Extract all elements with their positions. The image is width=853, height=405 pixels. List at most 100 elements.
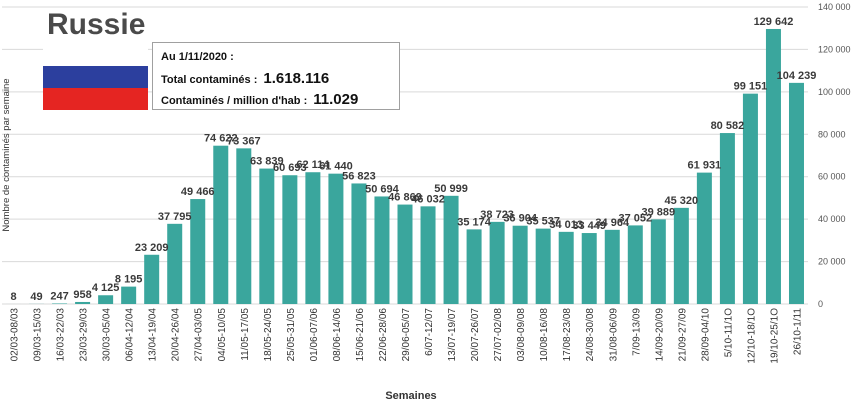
- info-date: Au 1/11/2020 :: [161, 49, 399, 70]
- x-tick-label: 14/09-20/09: [654, 308, 665, 362]
- x-tick-label: 24/08-30/08: [585, 308, 596, 362]
- bar-value-label: 8 195: [115, 274, 143, 286]
- x-tick-label: 22/06-28/06: [378, 308, 389, 362]
- bar-value-label: 39 889: [641, 206, 675, 218]
- x-tick-label: 08/06-14/06: [332, 308, 343, 362]
- bars: [6, 28, 804, 305]
- bar-value-label: 34 013: [549, 219, 583, 231]
- x-tick-label: 15/06-21/06: [355, 308, 366, 362]
- bar-value-label: 38 723: [480, 209, 514, 221]
- x-tick-label: 27/07-02/08: [493, 308, 504, 362]
- x-tick-label: 5/10-11/1O: [723, 308, 734, 358]
- bar-value-label: 104 239: [777, 70, 817, 82]
- x-tick-labels: 02/03-08/03 09/03-15/03 16/03-22/03 23/03-2…: [10, 308, 804, 364]
- bar-value-label: 129 642: [754, 16, 794, 28]
- x-tick-label: 26/10-1/11: [792, 308, 803, 356]
- bar: [558, 231, 574, 304]
- bar: [627, 225, 643, 304]
- chart-title: Russie: [47, 8, 146, 41]
- bar-value-label: 62 114: [296, 159, 330, 171]
- bar: [351, 183, 367, 304]
- bar: [765, 28, 781, 305]
- x-tick-label: 23/03-29/03: [79, 308, 90, 362]
- x-tick-label: 04/05-10/05: [217, 308, 228, 362]
- flag-stripe-red: [43, 88, 148, 110]
- bar-value-label: 8: [10, 291, 16, 303]
- bar: [581, 233, 597, 304]
- bar-value-label: 49 466: [181, 186, 215, 198]
- bar-value-label: 4 125: [92, 282, 120, 294]
- x-tick-label: 02/03-08/03: [10, 308, 21, 362]
- x-tick-label: 6/07-12/07: [424, 308, 435, 356]
- bar: [512, 225, 528, 304]
- info-date-label: Au 1/11/2020 :: [161, 51, 234, 63]
- bar: [604, 229, 620, 304]
- y-tick-label: 120 000: [818, 44, 851, 54]
- bar-value-label: 23 209: [135, 242, 169, 254]
- x-axis-label: Semaines: [385, 390, 436, 402]
- bar: [259, 168, 275, 304]
- bar: [213, 145, 229, 304]
- bar-value-label: 74 622: [204, 133, 238, 145]
- x-tick-label: 19/10-25/1O: [769, 308, 780, 364]
- bar-value-label: 958: [73, 289, 91, 301]
- flag-stripe-white: [43, 44, 148, 66]
- bar: [788, 82, 804, 304]
- bar: [144, 254, 160, 304]
- bar: [742, 93, 758, 304]
- bar: [673, 207, 689, 304]
- bar-value-label: 60 693: [273, 162, 307, 174]
- bar: [466, 229, 482, 304]
- x-tick-label: 25/05-31/05: [286, 308, 297, 362]
- bar-value-label: 46 032: [411, 193, 445, 205]
- bar: [696, 172, 712, 304]
- flag-stripe-blue: [43, 66, 148, 88]
- bar: [190, 199, 206, 304]
- bar: [374, 196, 390, 304]
- bar-value-label: 56 823: [342, 170, 376, 182]
- bar-value-label: 99 151: [734, 81, 768, 93]
- info-total-label: Total contaminés :: [161, 74, 258, 86]
- y-tick-label: 0: [818, 299, 823, 309]
- x-tick-label: 17/08-23/08: [562, 308, 573, 362]
- bar: [650, 219, 666, 304]
- info-total: Total contaminés : 1.618.116: [161, 70, 399, 91]
- bar: [75, 301, 91, 304]
- y-tick-label: 60 000: [818, 172, 846, 182]
- y-tick-label: 40 000: [818, 214, 846, 224]
- x-tick-label: 12/10-18/1O: [746, 308, 757, 364]
- info-box: Au 1/11/2020 : Total contaminés : 1.618.1…: [152, 42, 400, 110]
- x-tick-label: 10/08-16/08: [539, 308, 550, 362]
- bar-value-label: 37 052: [618, 212, 652, 224]
- info-total-value: 1.618.116: [263, 70, 330, 87]
- bar-value-label: 61 931: [688, 160, 722, 172]
- y-tick-labels: 0 20 000 40 000 60 000 80 000 100 000 120 000 1…: [818, 2, 851, 309]
- bar-value-label: 45 320: [665, 195, 699, 207]
- y-tick-label: 100 000: [818, 87, 851, 97]
- y-tick-label: 140 000: [818, 2, 851, 12]
- bar-value-label: 61 440: [319, 161, 353, 173]
- y-tick-label: 80 000: [818, 129, 846, 139]
- y-tick-label: 20 000: [818, 257, 846, 267]
- bar-value-label: 34 964: [595, 217, 630, 229]
- x-tick-label: 18/05-24/05: [263, 308, 274, 362]
- bar-value-label: 35 174: [457, 216, 492, 228]
- x-tick-label: 06/04-12/04: [125, 308, 136, 362]
- bar-value-label: 35 537: [526, 216, 560, 228]
- bar-value-label: 247: [50, 290, 68, 302]
- bar: [236, 148, 252, 304]
- russia-flag-icon: [43, 44, 148, 110]
- bar-value-label: 50 694: [365, 183, 400, 195]
- x-tick-label: 28/09-04/10: [700, 308, 711, 362]
- x-tick-label: 16/03-22/03: [56, 308, 67, 362]
- bar: [121, 286, 137, 304]
- x-tick-label: 29/06-05/07: [401, 308, 412, 362]
- bar: [420, 206, 436, 304]
- bar: [52, 303, 68, 304]
- bar: [489, 221, 505, 304]
- bar-value-label: 37 795: [158, 211, 192, 223]
- x-tick-label: 20/07-26/07: [470, 308, 481, 362]
- x-tick-label: 01/06-07/06: [309, 308, 320, 362]
- x-tick-label: 13/07-19/07: [447, 308, 458, 362]
